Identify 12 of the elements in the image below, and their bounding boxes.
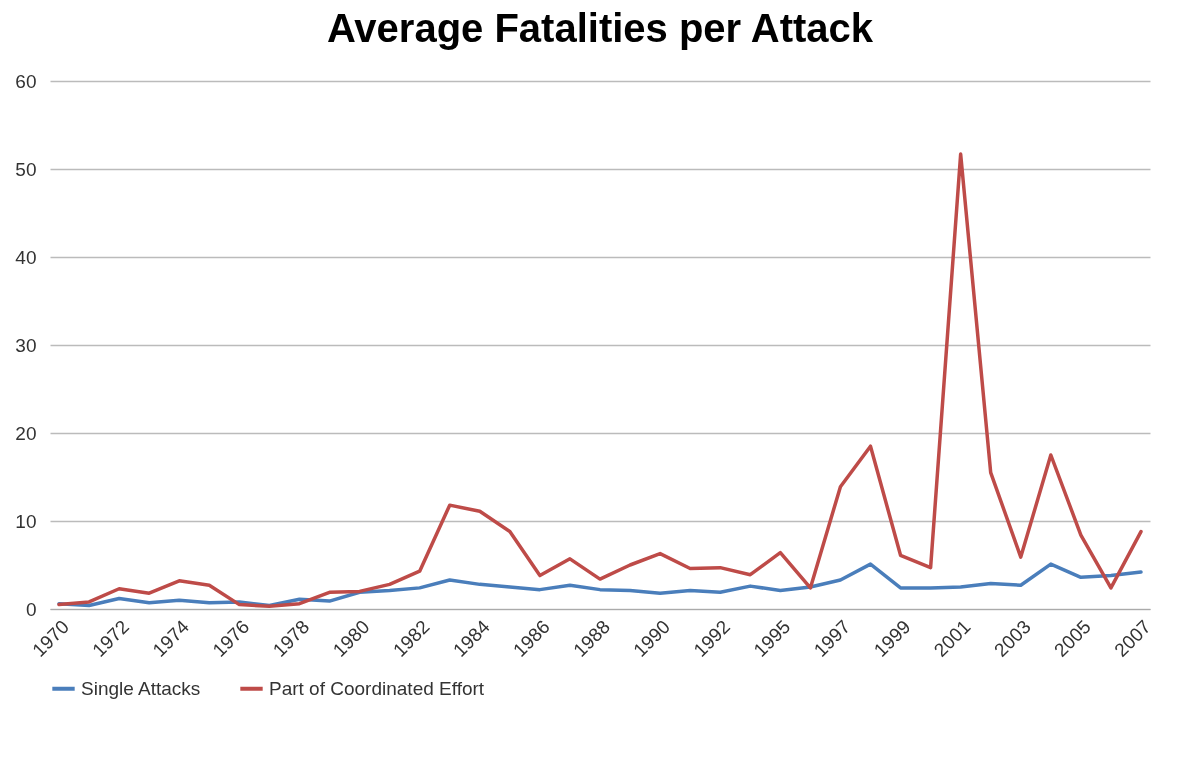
y-tick-label: 40 — [15, 246, 37, 268]
y-tick-label: 20 — [15, 422, 37, 444]
y-tick-label: 0 — [25, 598, 37, 620]
y-tick-label: 60 — [15, 70, 37, 92]
line-series — [57, 152, 1143, 609]
y-tick-label: 30 — [15, 334, 37, 356]
chart-title: Average Fatalities per Attack — [326, 6, 874, 50]
legend-label: Part of Coordinated Effort — [269, 677, 485, 699]
y-tick-label: 10 — [15, 510, 37, 532]
y-tick-label: 50 — [15, 158, 37, 180]
line-series — [57, 562, 1143, 608]
legend-label: Single Attacks — [81, 677, 201, 699]
